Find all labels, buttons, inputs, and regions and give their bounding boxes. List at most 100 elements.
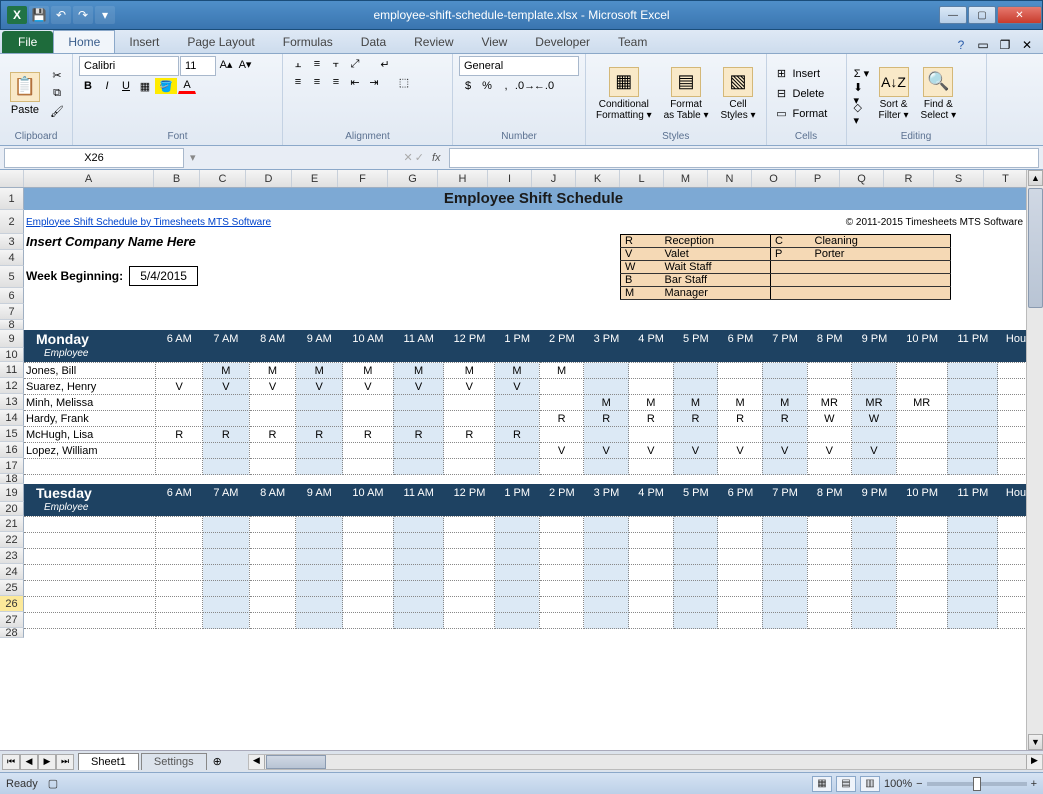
row-header-27[interactable]: 27: [0, 612, 24, 628]
cancel-formula-icon[interactable]: ✕: [404, 151, 413, 164]
dec-decimal-icon[interactable]: ←.0: [535, 78, 553, 94]
help-icon[interactable]: ?: [953, 37, 969, 53]
tab-prev-icon[interactable]: ◀: [20, 754, 38, 770]
row-header-15[interactable]: 15: [0, 426, 24, 442]
schedule-row[interactable]: 0: [24, 612, 1043, 629]
close-workbook-icon[interactable]: ✕: [1019, 37, 1035, 53]
col-header-K[interactable]: K: [576, 170, 620, 187]
page-break-view-icon[interactable]: ▥: [860, 776, 880, 792]
schedule-row[interactable]: Minh, MelissaMMMMMMRMRMR8: [24, 394, 1043, 411]
schedule-row[interactable]: 0: [24, 548, 1043, 565]
row-header-12[interactable]: 12: [0, 378, 24, 394]
excel-icon[interactable]: X: [7, 6, 27, 24]
decrease-font-icon[interactable]: A▾: [236, 56, 254, 72]
scroll-down-icon[interactable]: ▼: [1028, 734, 1043, 750]
col-header-H[interactable]: H: [438, 170, 488, 187]
indent-inc-icon[interactable]: ⇥: [365, 74, 383, 90]
new-sheet-icon[interactable]: ⊕: [207, 755, 228, 768]
delete-cells-label[interactable]: Delete: [792, 86, 826, 102]
sheet-tab-sheet1[interactable]: Sheet1: [78, 753, 139, 770]
schedule-row[interactable]: 0: [24, 564, 1043, 581]
horizontal-scrollbar[interactable]: ◀ ▶: [248, 754, 1043, 770]
cut-icon[interactable]: ✂: [48, 68, 66, 84]
inc-decimal-icon[interactable]: .0→: [516, 78, 534, 94]
col-header-S[interactable]: S: [934, 170, 984, 187]
percent-icon[interactable]: %: [478, 78, 496, 94]
italic-button[interactable]: I: [98, 78, 116, 94]
col-header-T[interactable]: T: [984, 170, 1028, 187]
comma-icon[interactable]: ,: [497, 78, 515, 94]
wrap-text-button[interactable]: ↵: [365, 56, 405, 72]
tab-next-icon[interactable]: ▶: [38, 754, 56, 770]
align-bot-icon[interactable]: ⫟: [327, 56, 345, 72]
zoom-out-icon[interactable]: −: [916, 778, 922, 790]
align-right-icon[interactable]: ≡: [327, 74, 345, 90]
schedule-row[interactable]: Jones, BillMMMMMMMM8: [24, 362, 1043, 379]
insert-cells-label[interactable]: Insert: [792, 66, 822, 82]
col-header-P[interactable]: P: [796, 170, 840, 187]
format-as-table-button[interactable]: ▤Formatas Table ▾: [660, 65, 713, 123]
row-header-26[interactable]: 26: [0, 596, 24, 612]
undo-icon[interactable]: ↶: [51, 6, 71, 24]
normal-view-icon[interactable]: ▦: [812, 776, 832, 792]
sort-filter-button[interactable]: A↓ZSort &Filter ▾: [875, 65, 913, 123]
col-header-N[interactable]: N: [708, 170, 752, 187]
border-button[interactable]: ▦: [136, 78, 154, 94]
delete-cells-icon[interactable]: ⊟: [773, 86, 791, 102]
save-icon[interactable]: 💾: [29, 6, 49, 24]
font-color-button[interactable]: A: [178, 78, 196, 94]
row-header-1[interactable]: 1: [0, 188, 24, 210]
schedule-row[interactable]: 0: [24, 516, 1043, 533]
macro-record-icon[interactable]: ▢: [48, 777, 58, 790]
row-header-25[interactable]: 25: [0, 580, 24, 596]
schedule-row[interactable]: McHugh, LisaRRRRRRRR8: [24, 426, 1043, 443]
row-header-20[interactable]: 20: [0, 502, 24, 516]
col-header-B[interactable]: B: [154, 170, 200, 187]
row-header-4[interactable]: 4: [0, 250, 24, 266]
row-header-28[interactable]: 28: [0, 628, 24, 638]
align-top-icon[interactable]: ⫠: [289, 56, 307, 72]
conditional-formatting-button[interactable]: ▦ConditionalFormatting ▾: [592, 65, 656, 123]
row-header-6[interactable]: 6: [0, 288, 24, 304]
align-mid-icon[interactable]: ≡: [308, 56, 326, 72]
find-select-button[interactable]: 🔍Find &Select ▾: [917, 65, 961, 123]
zoom-in-icon[interactable]: +: [1031, 778, 1037, 790]
minimize-button[interactable]: —: [939, 6, 967, 24]
row-header-13[interactable]: 13: [0, 394, 24, 410]
schedule-row[interactable]: 0: [24, 580, 1043, 597]
increase-font-icon[interactable]: A▴: [217, 56, 235, 72]
week-date-field[interactable]: 5/4/2015: [129, 266, 198, 286]
minimize-ribbon-icon[interactable]: ▭: [975, 37, 991, 53]
company-name-field[interactable]: Insert Company Name Here: [26, 234, 196, 249]
fill-color-button[interactable]: 🪣: [155, 78, 177, 94]
row-header-3[interactable]: 3: [0, 234, 24, 250]
tab-insert[interactable]: Insert: [115, 31, 173, 53]
col-header-L[interactable]: L: [620, 170, 664, 187]
bold-button[interactable]: B: [79, 78, 97, 94]
column-headers[interactable]: ABCDEFGHIJKLMNOPQRST: [0, 170, 1043, 188]
copy-icon[interactable]: ⧉: [48, 86, 66, 102]
template-link[interactable]: Employee Shift Schedule by Timesheets MT…: [24, 217, 271, 228]
row-header-7[interactable]: 7: [0, 304, 24, 320]
tab-home[interactable]: Home: [53, 30, 115, 53]
autosum-icon[interactable]: Σ ▾: [853, 66, 871, 82]
col-header-O[interactable]: O: [752, 170, 796, 187]
format-cells-label[interactable]: Format: [792, 106, 829, 122]
row-header-14[interactable]: 14: [0, 410, 24, 426]
scroll-up-icon[interactable]: ▲: [1028, 170, 1043, 186]
align-left-icon[interactable]: ≡: [289, 74, 307, 90]
enter-formula-icon[interactable]: ✓: [415, 151, 424, 164]
tab-page-layout[interactable]: Page Layout: [173, 31, 268, 53]
sheet-tab-settings[interactable]: Settings: [141, 753, 207, 770]
indent-dec-icon[interactable]: ⇤: [346, 74, 364, 90]
row-header-18[interactable]: 18: [0, 474, 24, 484]
cell-styles-button[interactable]: ▧CellStyles ▾: [716, 65, 759, 123]
underline-button[interactable]: U: [117, 78, 135, 94]
col-header-D[interactable]: D: [246, 170, 292, 187]
fx-icon[interactable]: fx: [426, 152, 447, 164]
col-header-G[interactable]: G: [388, 170, 438, 187]
col-header-F[interactable]: F: [338, 170, 388, 187]
tab-first-icon[interactable]: ⏮: [2, 754, 20, 770]
col-header-A[interactable]: A: [24, 170, 154, 187]
row-header-16[interactable]: 16: [0, 442, 24, 458]
